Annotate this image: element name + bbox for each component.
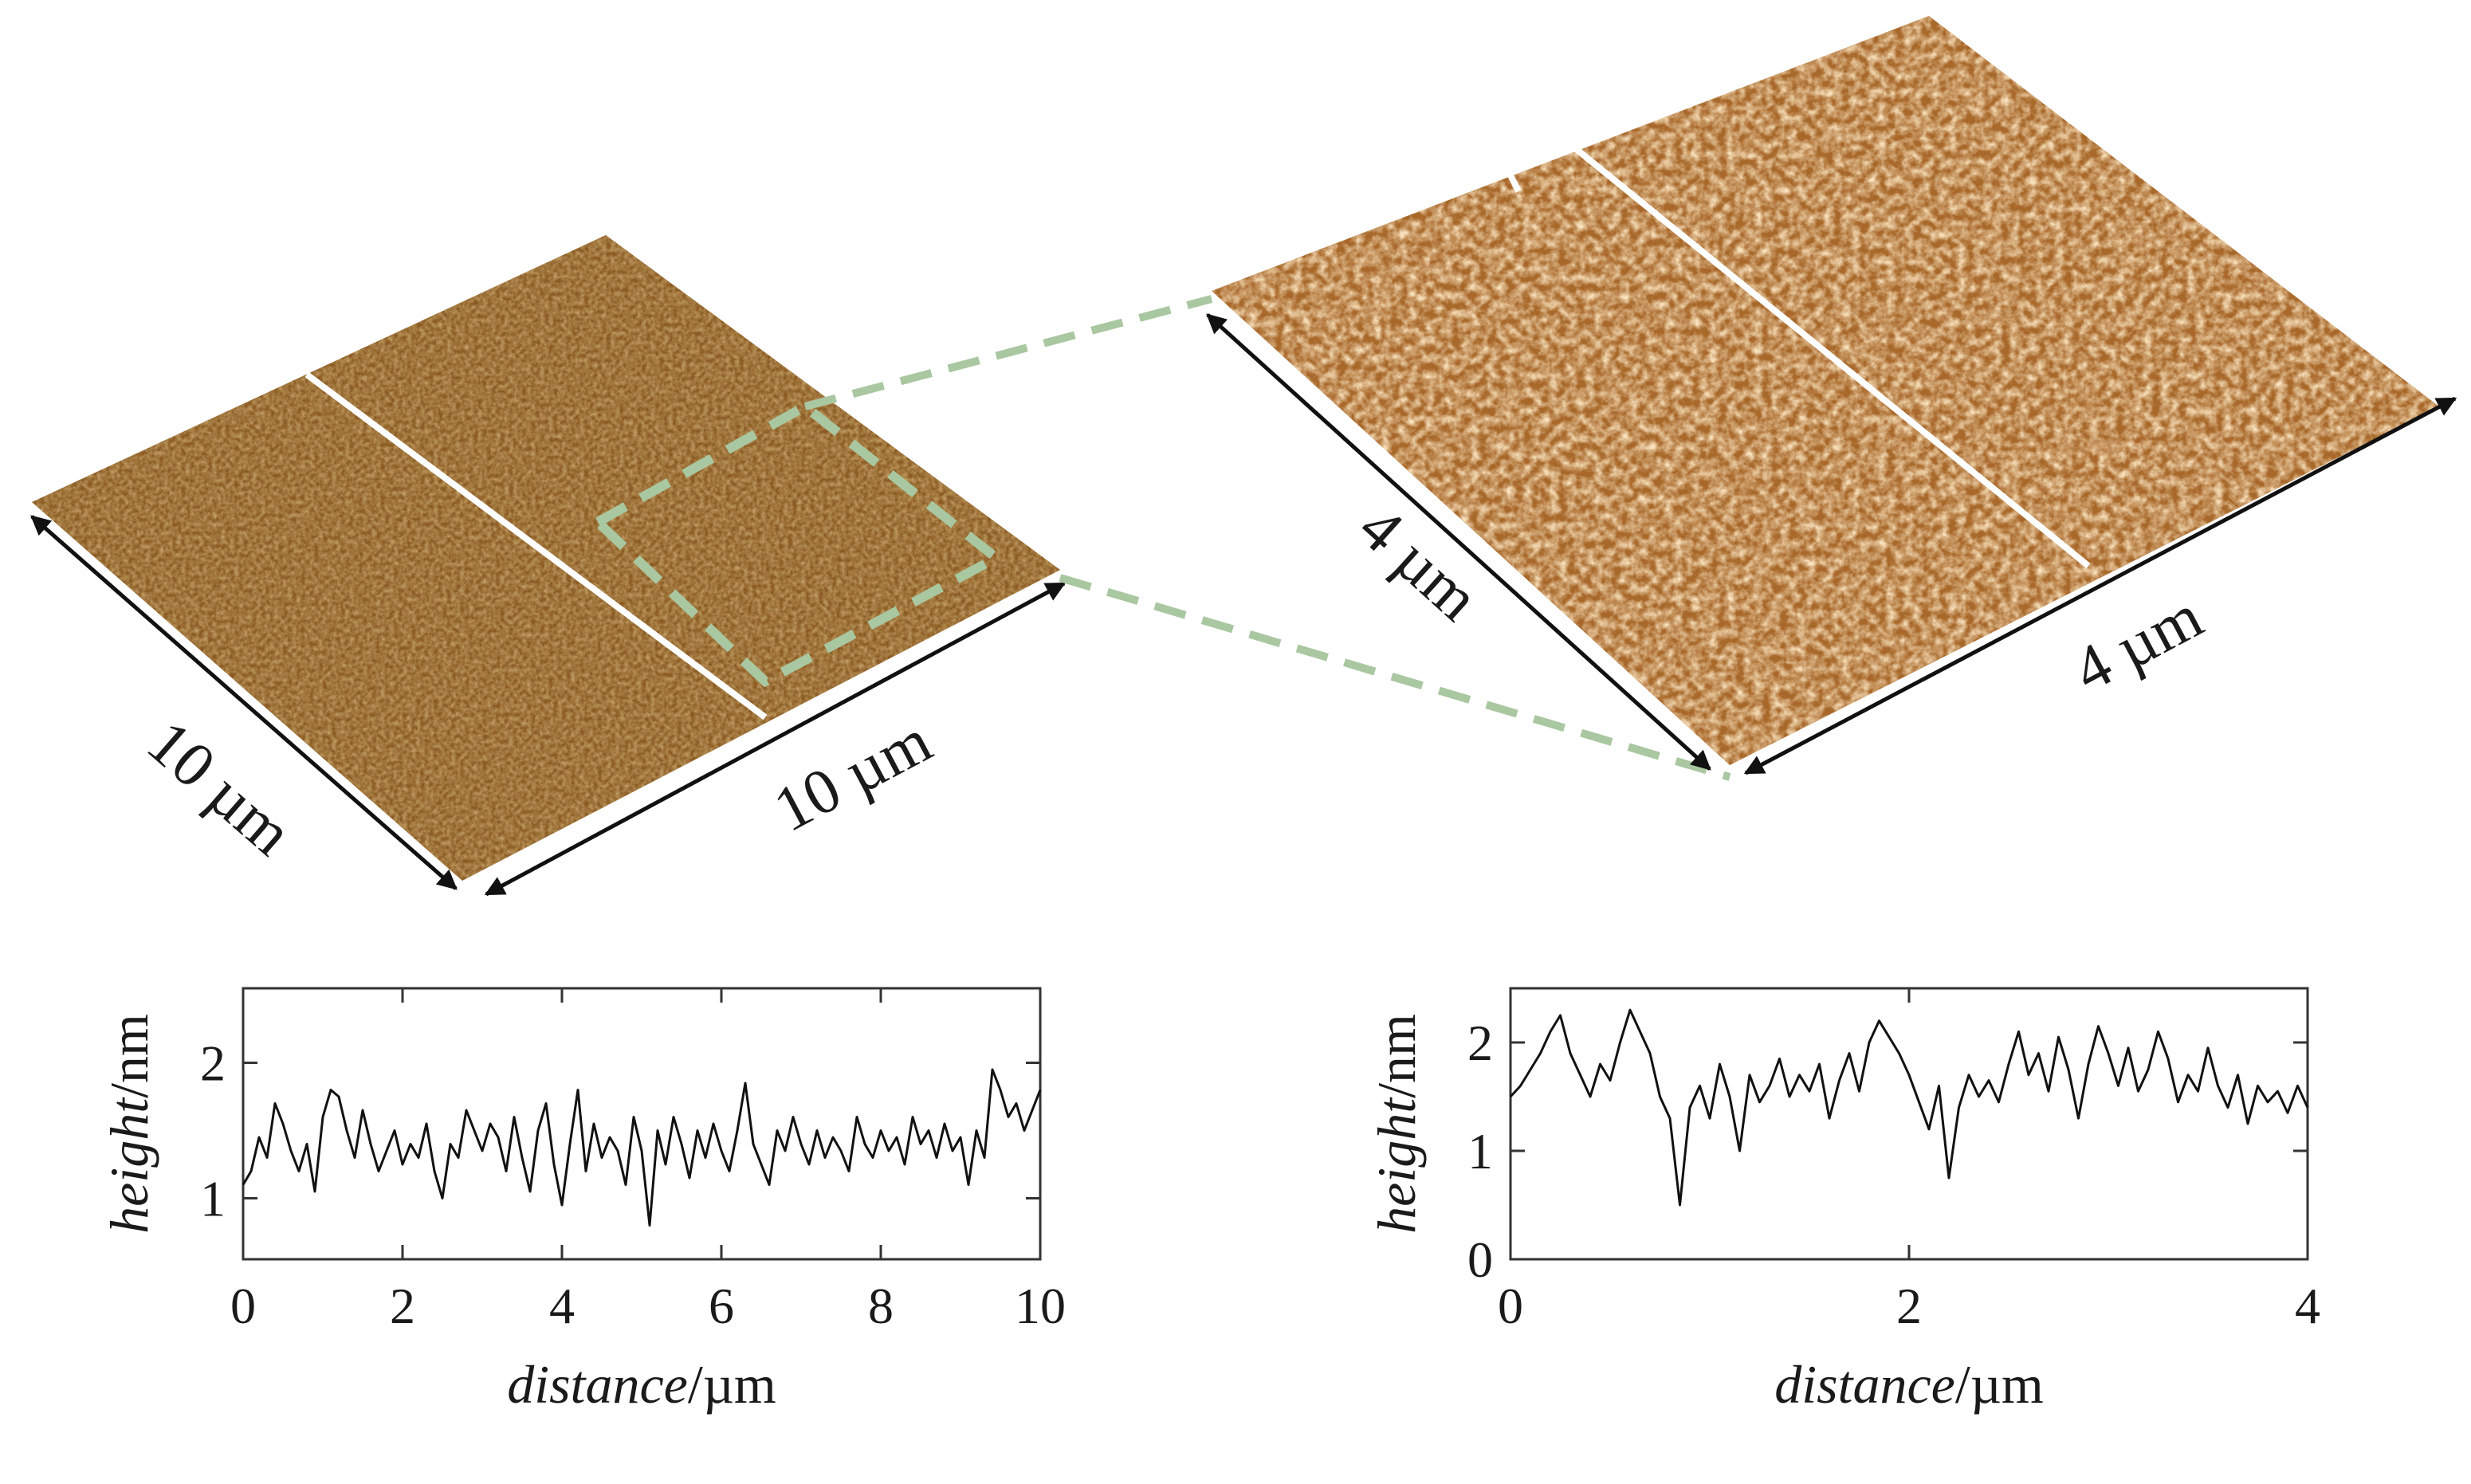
y-tick-label: 1	[1467, 1123, 1493, 1180]
y-axis-title-italic: height	[99, 1097, 159, 1234]
afm-texture-zoom	[1212, 16, 2439, 765]
y-tick-label: 1	[200, 1171, 226, 1227]
plot-frame	[1509, 987, 2309, 1261]
afm-scan-zoom: 4 µm 4 µm	[1206, 16, 2457, 775]
afm-edge-arrow-left-zoom	[1206, 313, 1711, 771]
x-axis-title: distance/µm	[1774, 1354, 2044, 1415]
height-profile-chart-zoom: 0 2 4 0 1 2 distance/µm height/nm	[1366, 987, 2320, 1415]
zoom-box	[589, 400, 1005, 688]
y-tick-label: 2	[1467, 1015, 1493, 1071]
plot-frame	[242, 987, 1042, 1261]
x-axis-title-italic: distance	[1774, 1354, 1955, 1415]
x-axis-title-unit: /µm	[1955, 1354, 2044, 1415]
afm-edge-arrow-left-large	[30, 515, 458, 890]
height-profile-line	[1509, 1008, 2309, 1207]
y-axis-title: height/nm	[1366, 1014, 1427, 1234]
y-tick-label: 0	[1467, 1231, 1493, 1288]
x-axis-title-unit: /µm	[688, 1354, 776, 1415]
afm-edge-arrow-right-large	[484, 581, 1067, 897]
afm-scan-large: 10 µm 10 µm	[30, 235, 1067, 897]
height-profile-line	[242, 1068, 1042, 1227]
x-tick-label: 0	[1498, 1278, 1523, 1334]
x-tick-label: 4	[2295, 1278, 2320, 1334]
x-tick-label: 10	[1015, 1278, 1066, 1334]
x-tick-label: 8	[868, 1278, 894, 1334]
afm-edge-arrow-right-zoom	[1743, 396, 2457, 775]
x-tick-label: 2	[1896, 1278, 1922, 1334]
afm-edge-label-right-zoom: 4 µm	[2062, 581, 2214, 706]
x-axis-title-italic: distance	[507, 1354, 688, 1415]
x-tick-label: 0	[230, 1278, 256, 1334]
y-tick-label: 2	[200, 1035, 226, 1092]
x-axis-title: distance/µm	[507, 1354, 776, 1415]
x-tick-label: 6	[709, 1278, 734, 1334]
y-axis-title: height/nm	[99, 1014, 159, 1234]
y-axis-title-unit: /nm	[99, 1014, 159, 1098]
x-tick-label: 4	[549, 1278, 575, 1334]
afm-divider-line-zoom-1	[1499, 158, 1522, 193]
y-axis-title-unit: /nm	[1366, 1014, 1427, 1098]
y-axis-title-italic: height	[1366, 1097, 1427, 1234]
zoom-connector-top	[803, 295, 1213, 410]
afm-edge-label-right-large: 10 µm	[763, 705, 942, 846]
x-tick-label: 2	[390, 1278, 415, 1334]
